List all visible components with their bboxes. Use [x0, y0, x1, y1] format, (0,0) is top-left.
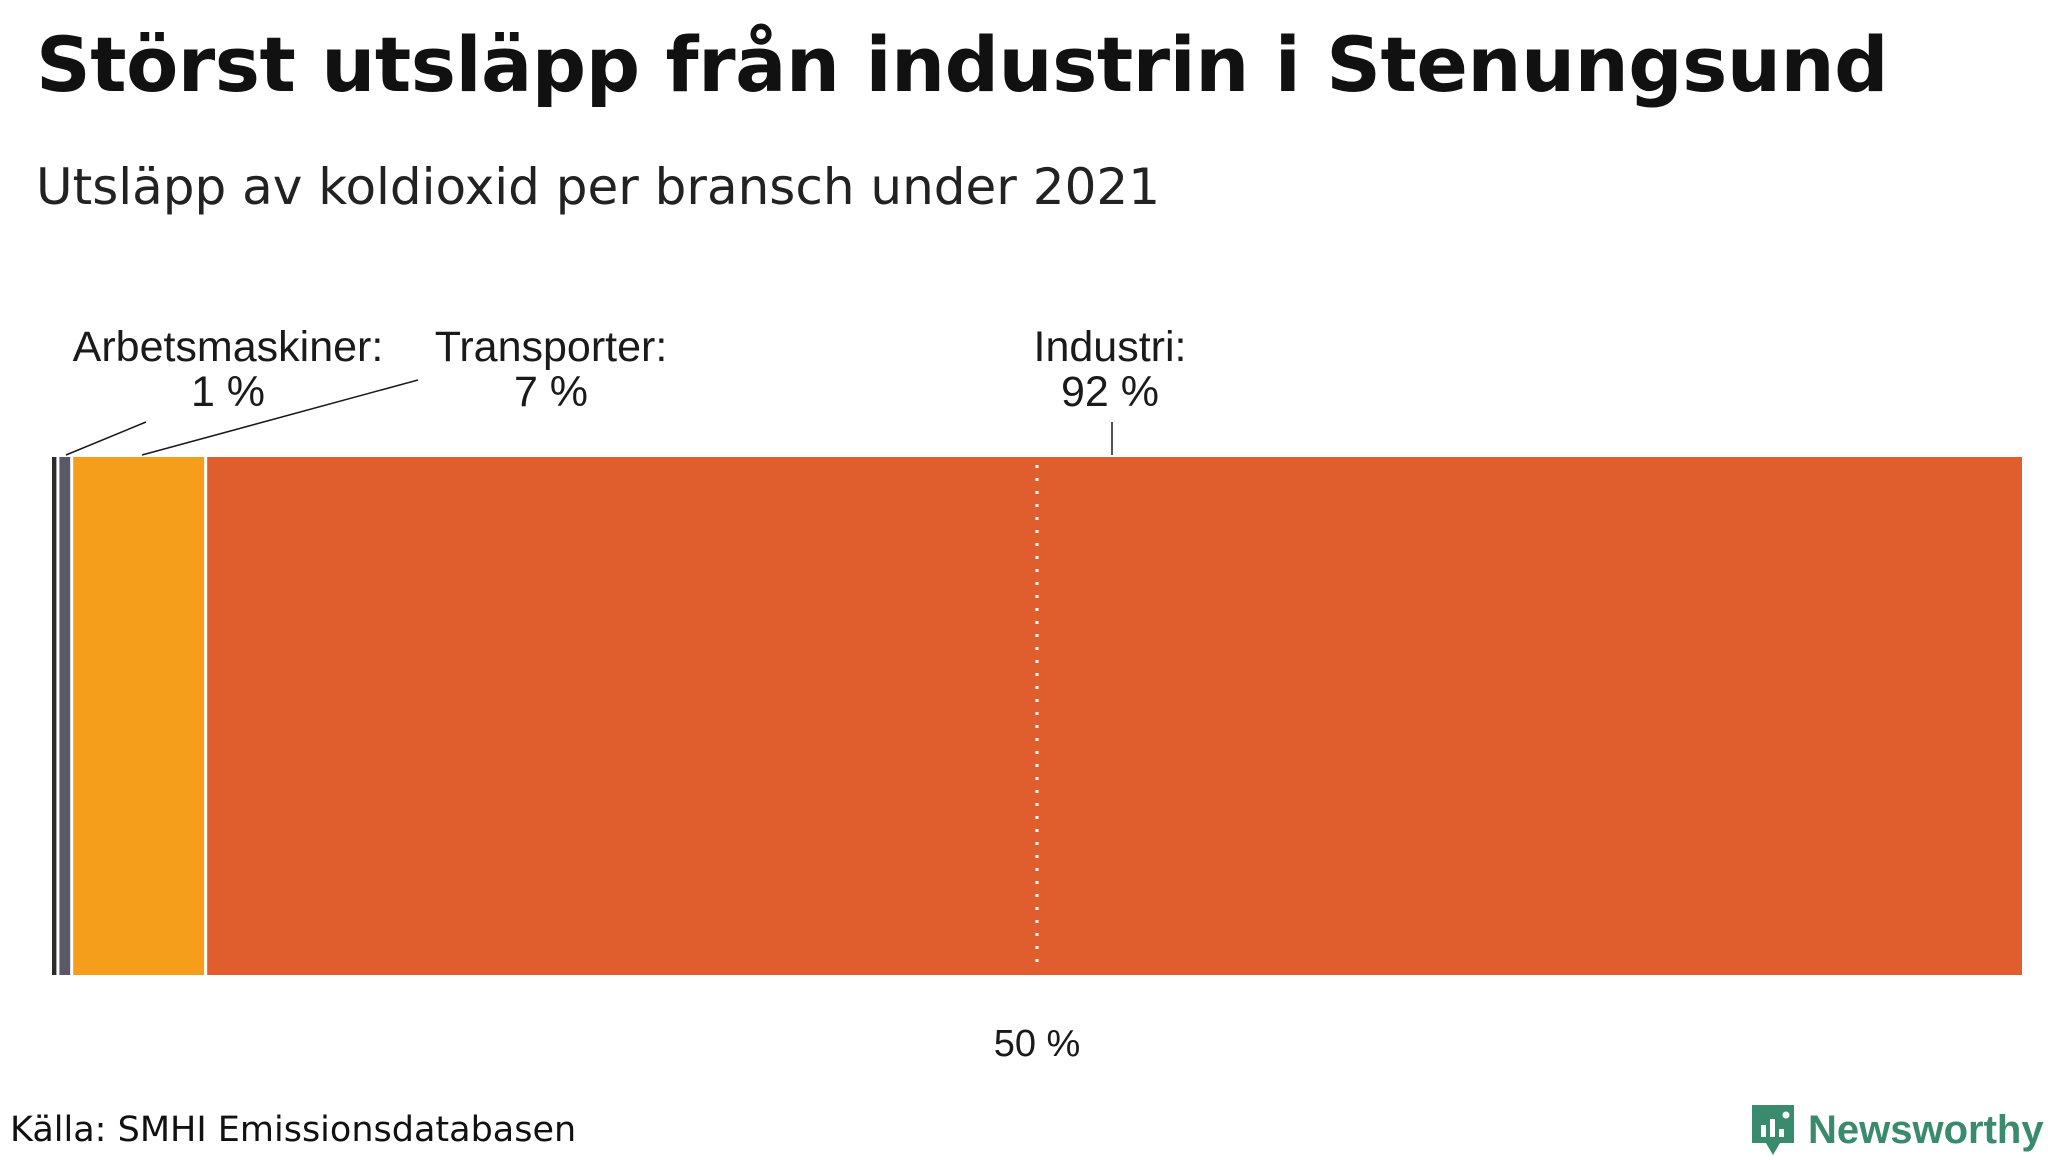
leader-line-transporter: [141, 379, 419, 456]
reference-line-label: 50 %: [994, 1023, 1081, 1065]
segment-label-transporter: Transporter:: [435, 323, 668, 371]
newsworthy-logo-icon: [1752, 1105, 1794, 1155]
bar-segment-arbetsmaskiner: [57, 457, 72, 975]
bar-segment-industri: [205, 457, 2022, 975]
segment-label-industri: Industri:: [1034, 323, 1187, 371]
segment-label-arbetsmaskiner: Arbetsmaskiner:: [73, 323, 384, 371]
source-note: Källa: SMHI Emissionsdatabasen: [10, 1110, 577, 1150]
newsworthy-brand: Newsworthy: [1750, 1100, 2044, 1160]
segment-value-transporter: 7 %: [514, 368, 588, 416]
segment-value-arbetsmaskiner: 1 %: [191, 368, 265, 416]
chart-title: Störst utsläpp från industrin i Stenungs…: [36, 20, 1888, 109]
bar-segment-transporter: [71, 457, 206, 975]
segment-value-industri: 92 %: [1061, 368, 1159, 416]
leader-line-arbetsmaskiner: [65, 421, 147, 456]
bar-segment-other: [52, 457, 58, 975]
brand-name: Newsworthy: [1808, 1107, 2044, 1152]
chart-subtitle: Utsläpp av koldioxid per bransch under 2…: [36, 158, 1160, 216]
